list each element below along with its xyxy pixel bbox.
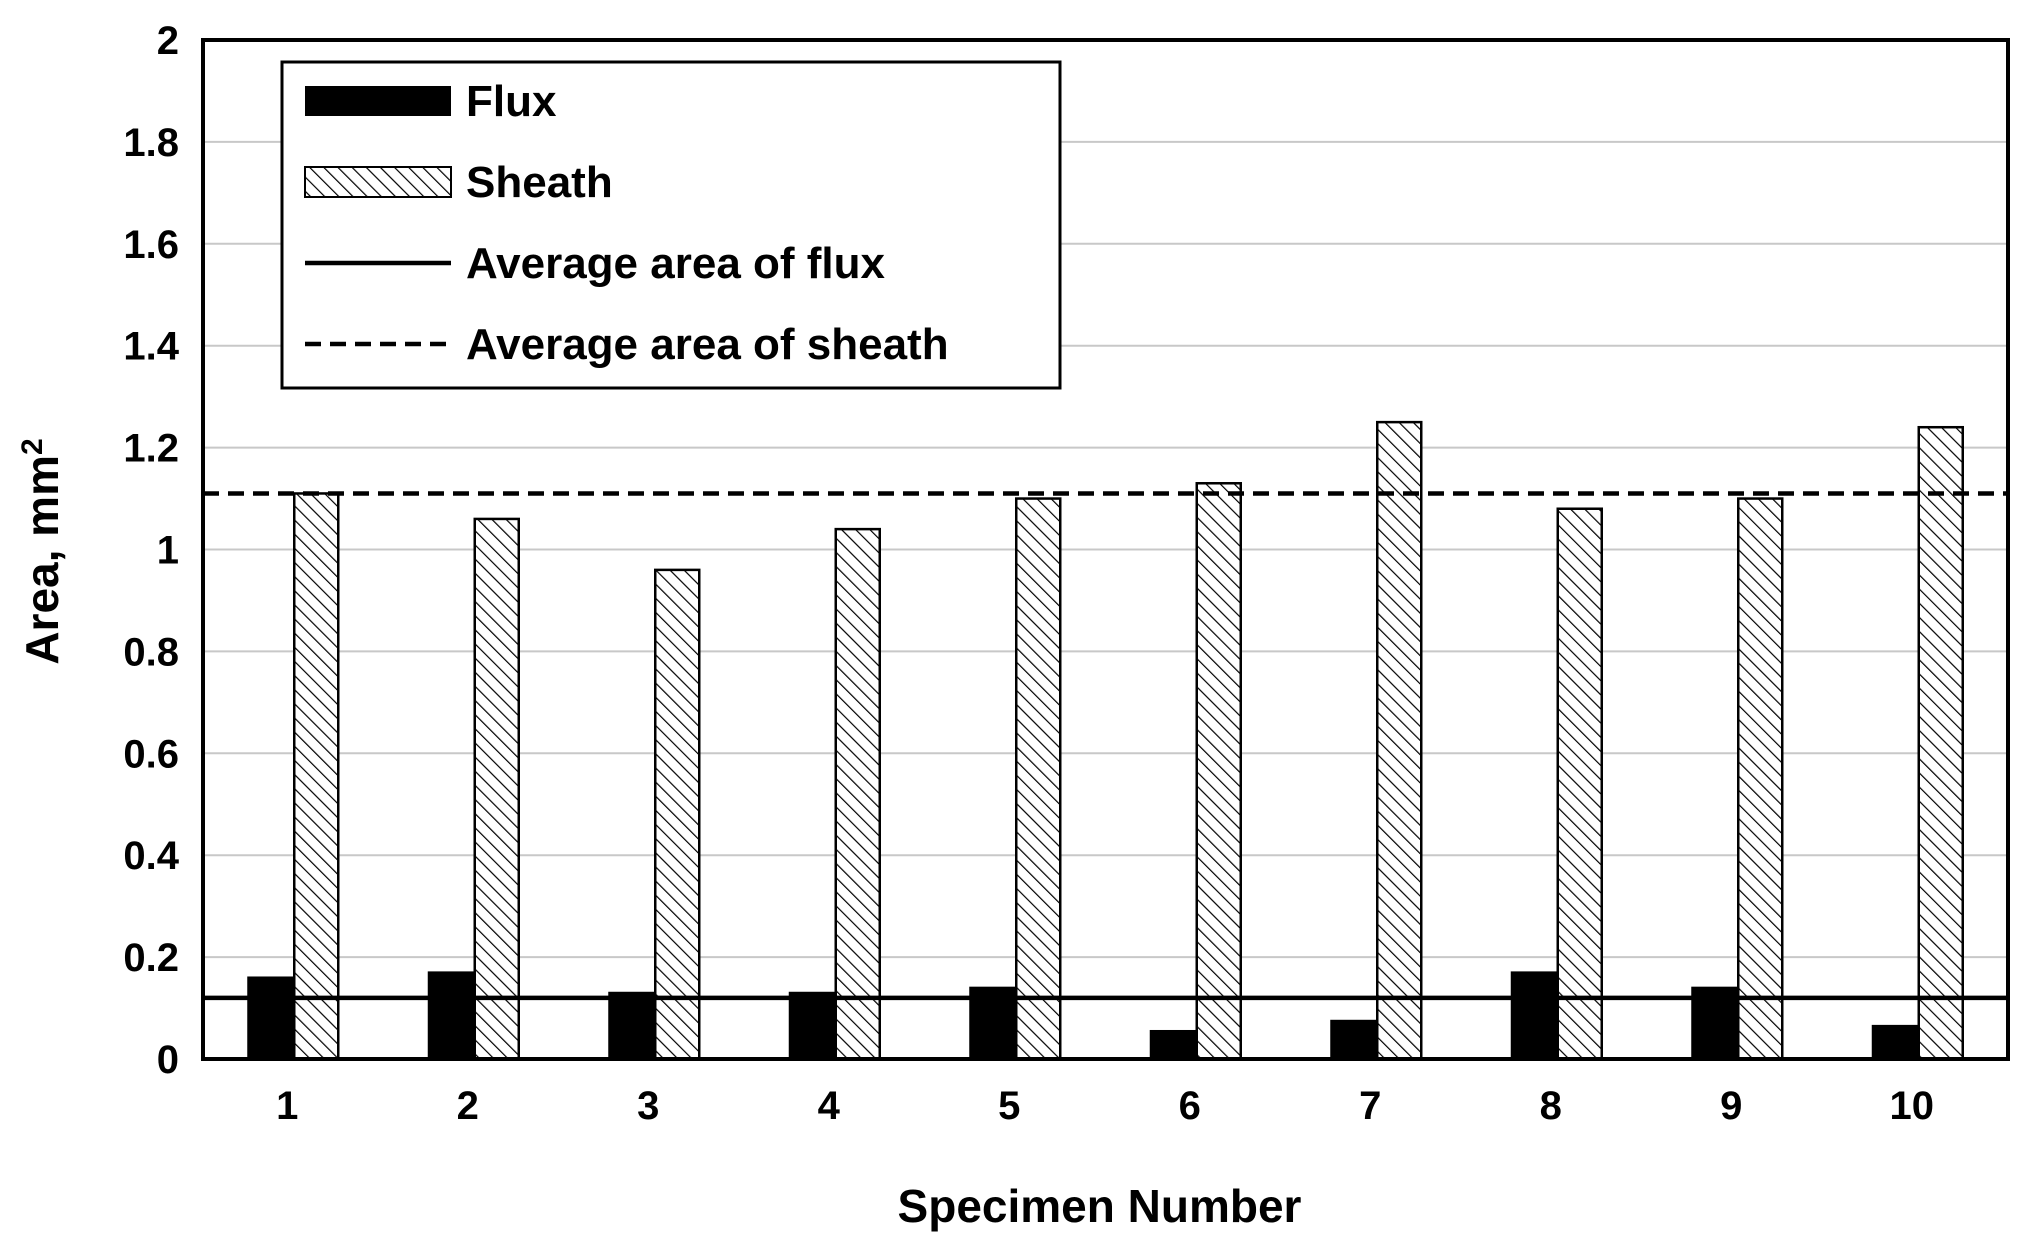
x-tick-label: 2 [457,1084,479,1128]
y-tick-label: 1 [157,529,179,573]
y-axis-ticks: 0 0.2 0.4 0.6 0.8 1 1.2 1.4 1.6 1.8 2 [123,19,179,1082]
bar-flux [1149,1029,1196,1061]
x-tick-label: 3 [637,1084,659,1128]
bar-flux [608,991,655,1061]
y-tick-label: 2 [157,19,179,63]
legend-label-average-flux: Average area of flux [466,239,886,288]
y-tick-label: 0.2 [123,936,179,980]
x-axis-ticks: 1 2 3 4 5 6 7 8 9 10 [276,1084,1934,1128]
bar-sheath [1376,420,1423,1061]
x-tick-label: 1 [276,1084,298,1128]
bar-flux [1871,1024,1918,1060]
bar-sheath [654,568,701,1061]
y-axis-title-superscript: 2 [16,438,49,455]
reference-lines [203,491,2008,1001]
legend: Flux Sheath Average area of flux Average ar… [280,60,1062,390]
x-tick-label: 4 [818,1084,841,1128]
bar-flux [427,971,474,1061]
bar-sheath [1556,507,1603,1061]
y-tick-label: 0.6 [123,732,179,776]
y-tick-label: 1.2 [123,427,179,471]
x-tick-label: 10 [1890,1084,1935,1128]
legend-label-average-sheath: Average area of sheath [466,320,949,369]
x-tick-label: 9 [1720,1084,1742,1128]
y-tick-label: 0 [157,1038,179,1082]
legend-label-sheath: Sheath [466,158,613,207]
legend-swatch-flux [305,86,451,116]
y-axis-title-text: Area, mm [16,455,68,665]
bar-sheath [1195,482,1242,1061]
legend-swatch-sheath [304,166,452,198]
legend-box [280,60,1062,390]
bar-sheath [1737,497,1784,1061]
bars [247,420,1964,1061]
bar-sheath [1917,425,1964,1061]
bar-sheath [834,527,881,1061]
y-tick-label: 0.4 [123,834,179,878]
bar-sheath [473,517,520,1061]
plot-frame [201,38,2010,1061]
y-axis-title: Area, mm2 [16,438,68,664]
x-tick-label: 8 [1540,1084,1562,1128]
bar-flux [1510,971,1557,1061]
y-tick-label: 1.4 [123,325,179,369]
bar-flux [1330,1019,1377,1060]
bar-sheath [1015,497,1062,1061]
x-tick-label: 6 [1179,1084,1201,1128]
x-tick-label: 7 [1359,1084,1381,1128]
bar-flux [788,991,835,1061]
y-tick-label: 1.6 [123,223,179,267]
y-tick-label: 1.8 [123,121,179,165]
y-tick-label: 0.8 [123,630,179,674]
x-tick-label: 5 [998,1084,1020,1128]
legend-label-flux: Flux [466,77,557,126]
bar-sheath [293,492,340,1061]
bar-flux [247,976,294,1060]
x-axis-title: Specimen Number [898,1180,1302,1232]
